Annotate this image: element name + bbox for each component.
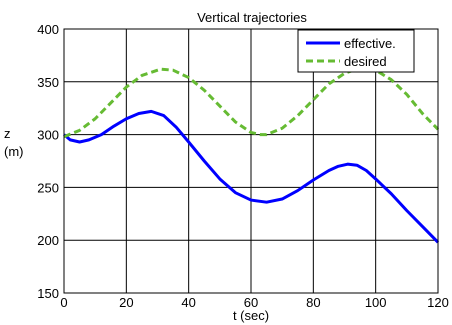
plot-frame xyxy=(63,28,439,294)
y-tick-label: 250 xyxy=(37,180,59,195)
series-line-effective xyxy=(63,109,440,244)
y-axis-label-line: (m) xyxy=(4,144,24,159)
chart-title: Vertical trajectories xyxy=(197,10,307,25)
x-axis-label: t (sec) xyxy=(233,308,269,323)
legend-label: effective. xyxy=(344,36,396,51)
x-tick-label: 80 xyxy=(306,295,320,310)
x-tick-label: 120 xyxy=(427,295,449,310)
y-axis-label-line: z xyxy=(4,126,11,141)
y-tick-label: 200 xyxy=(37,233,59,248)
y-tick-label: 400 xyxy=(37,22,59,37)
y-tick-label: 150 xyxy=(37,286,59,301)
tick-labels: 0 20 40 60 80 100 120 150 200 250 300 350 400 xyxy=(37,22,449,310)
x-tick-label: 20 xyxy=(119,295,133,310)
x-tick-label: 60 xyxy=(244,295,258,310)
legend-label: desired xyxy=(344,54,387,69)
y-tick-label: 300 xyxy=(37,128,59,143)
y-axis-label: z (m) xyxy=(4,126,24,159)
y-tick-label: 350 xyxy=(37,75,59,90)
legend: effective. desired xyxy=(297,29,415,73)
x-tick-label: 100 xyxy=(365,295,387,310)
x-tick-label: 0 xyxy=(60,295,67,310)
x-tick-label: 40 xyxy=(181,295,195,310)
legend-box xyxy=(297,29,415,73)
grid xyxy=(64,29,438,293)
